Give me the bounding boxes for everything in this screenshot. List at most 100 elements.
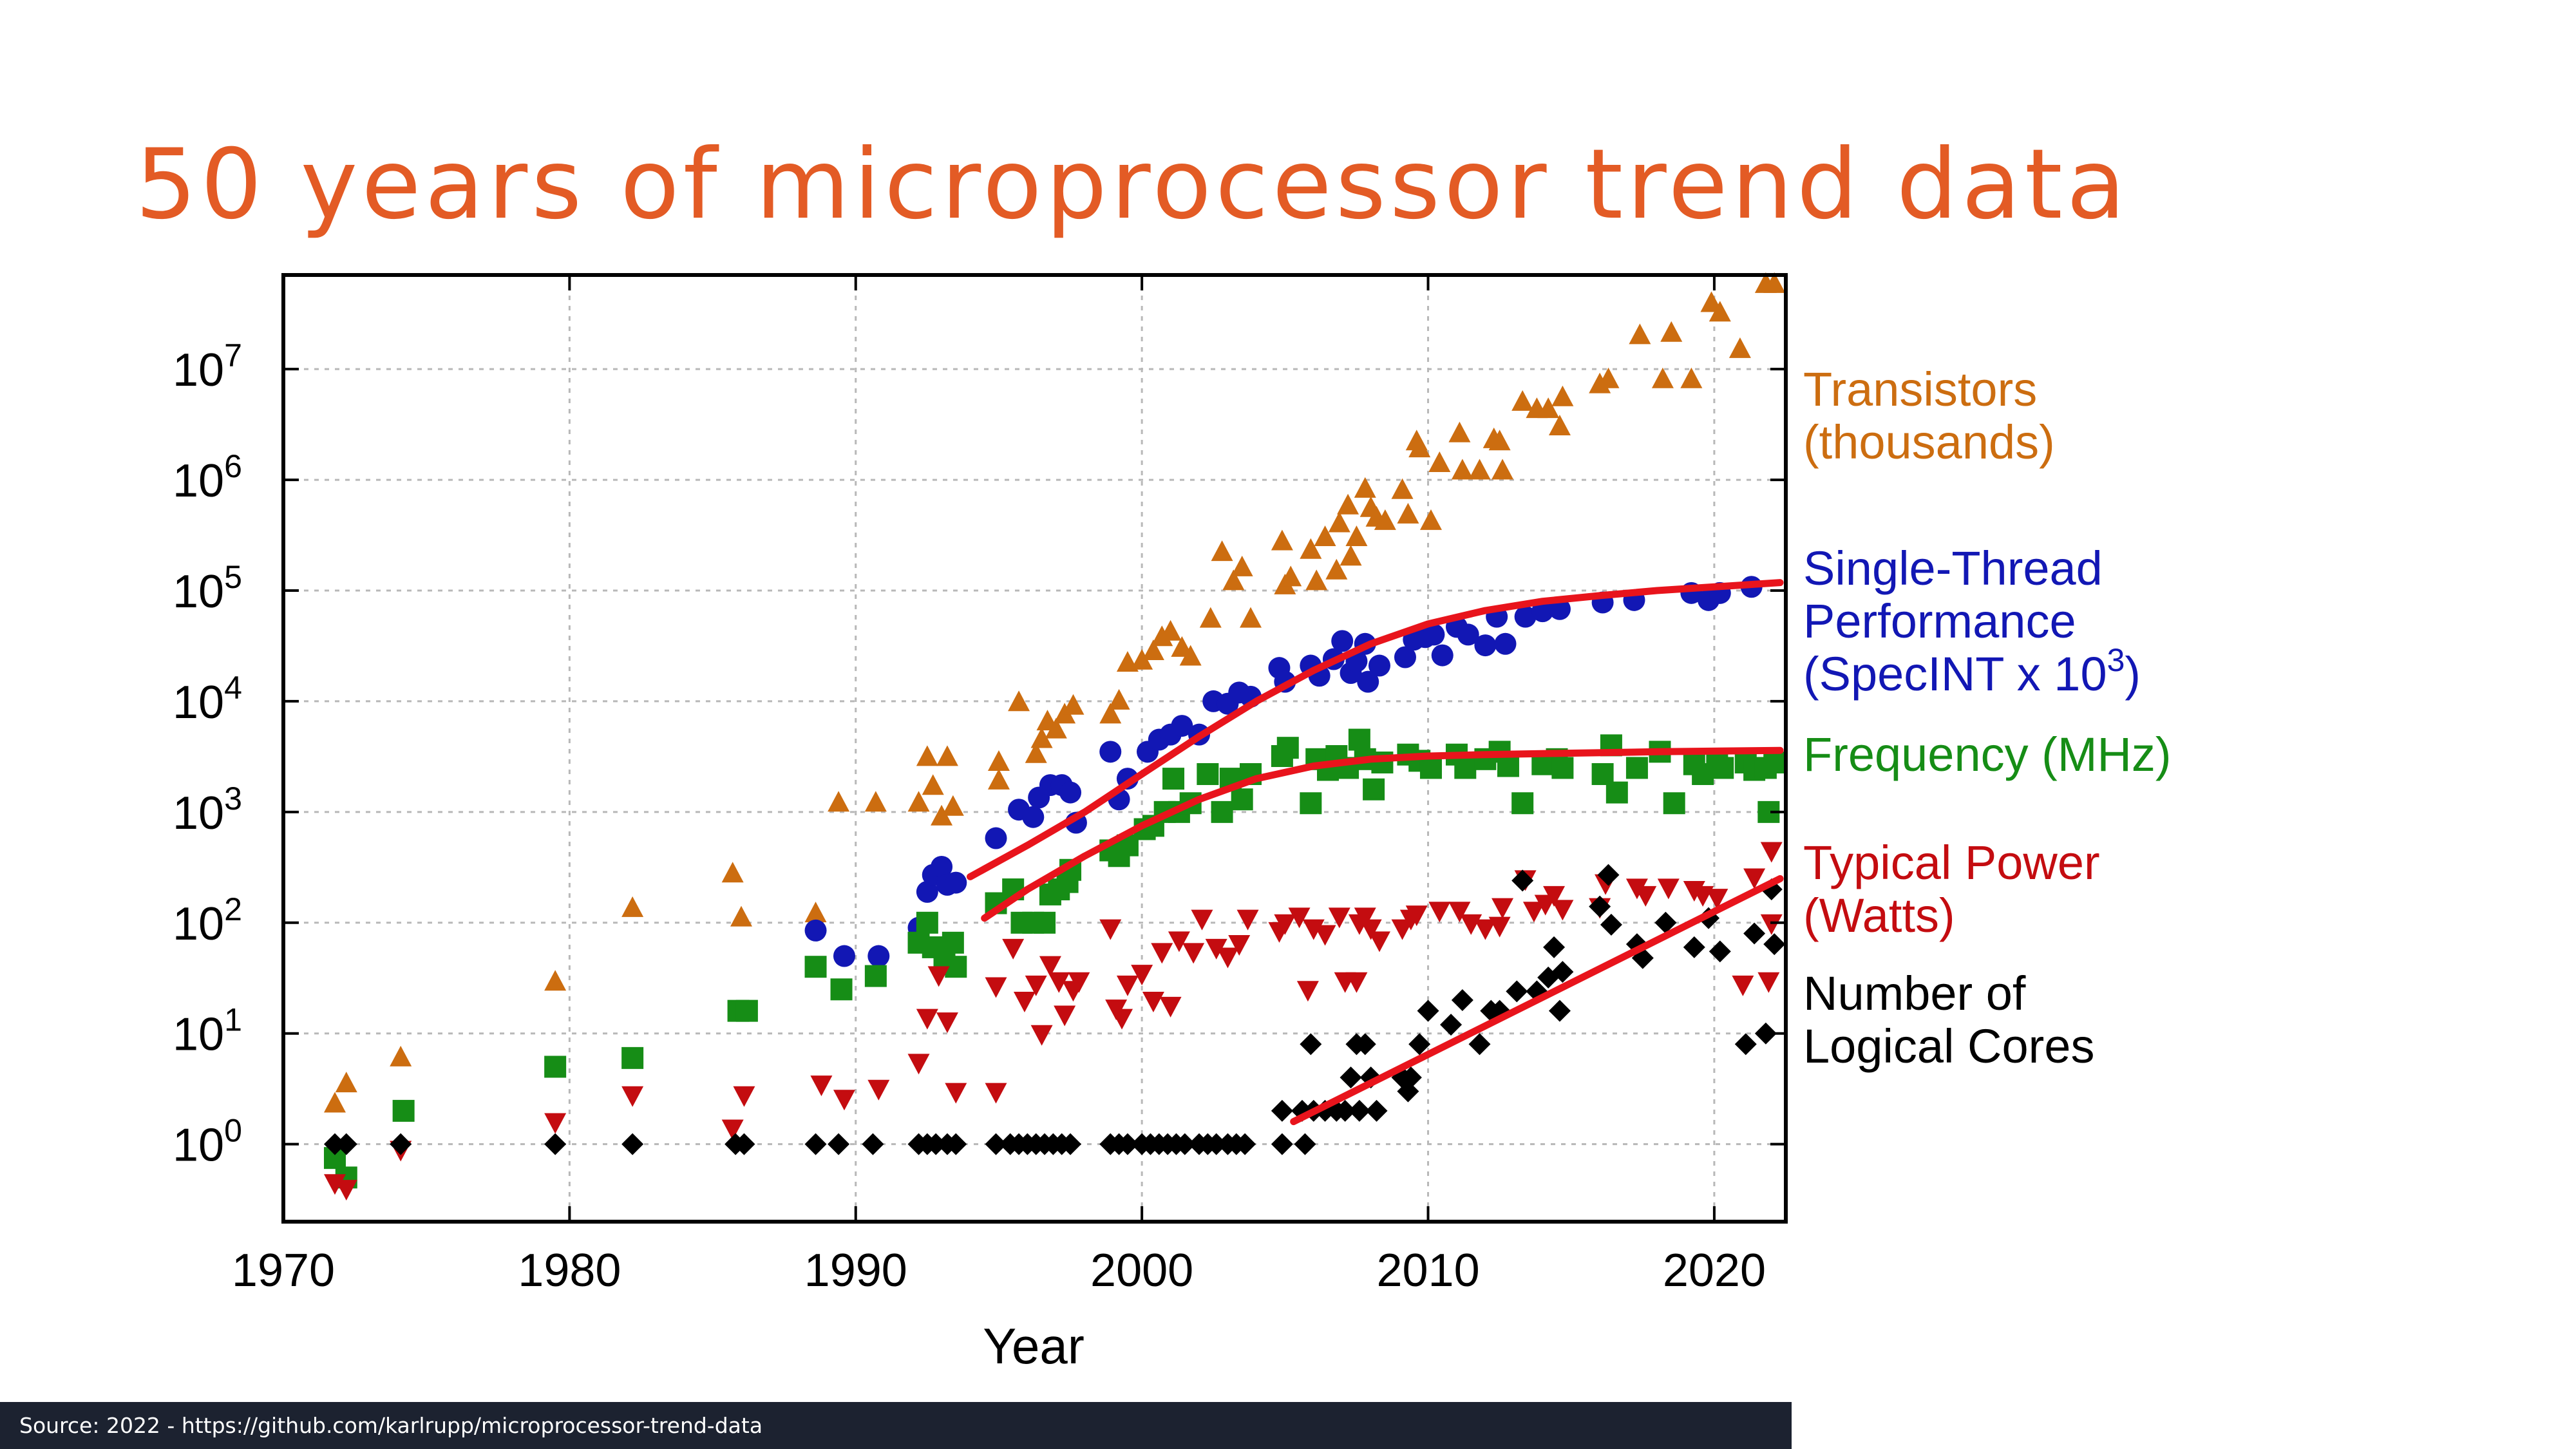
typical-power-watts-point	[733, 1086, 755, 1107]
number-of-logical-cores-point	[1340, 1066, 1362, 1089]
single-thread-performance-specint-x-10-point	[931, 855, 953, 878]
transistors-thousands-point	[1142, 639, 1164, 661]
series-typical-power-watts	[323, 842, 1783, 1201]
transistors-thousands-point	[1419, 509, 1442, 530]
transistors-thousands-point	[1045, 717, 1067, 739]
y-tick-base: 10	[173, 455, 224, 507]
typical-power-watts-point	[1002, 938, 1025, 960]
number-of-logical-cores-point	[733, 1133, 755, 1155]
y-tick-base: 10	[173, 898, 224, 950]
number-of-logical-cores-point	[1365, 1099, 1388, 1122]
legend-text: Logical Cores	[1803, 1019, 2094, 1073]
typical-power-watts-point	[1474, 919, 1497, 940]
frequency-mhz-point	[1511, 792, 1534, 815]
transistors-thousands-point	[1492, 459, 1514, 480]
number-of-logical-cores-point	[1548, 999, 1571, 1022]
frequency-mhz-point	[1197, 762, 1219, 785]
frequency-mhz-point	[1625, 757, 1648, 779]
number-of-logical-cores-point	[1408, 1033, 1431, 1056]
legend-exponent: 3	[2107, 642, 2125, 678]
typical-power-watts-point	[323, 1174, 346, 1195]
number-of-logical-cores-point	[1234, 1133, 1256, 1155]
legend-text-part: (thousands)	[1803, 415, 2055, 469]
frequency-mhz-point	[804, 956, 827, 978]
frequency-mhz-point	[1363, 778, 1385, 800]
transistors-thousands-point	[1108, 688, 1130, 710]
legend: Transistors(thousands) Single-ThreadPerfo…	[1803, 363, 2172, 1073]
legend-text-part: Single-Thread	[1803, 542, 2103, 595]
typical-power-watts-point	[1182, 943, 1205, 964]
single-thread-performance-specint-x-10-point	[1494, 632, 1517, 655]
transistors-thousands-point	[1062, 694, 1084, 715]
frequency-fit-line	[981, 746, 1784, 922]
single-thread-performance-specint-x-10-point	[1099, 741, 1122, 763]
y-tick-label: 101	[173, 1002, 242, 1061]
typical-power-watts-point	[1634, 886, 1657, 907]
typical-power-watts-point	[1205, 938, 1227, 960]
typical-power-watts-point	[1314, 925, 1336, 946]
grid	[283, 275, 1786, 1222]
frequency-mhz-point	[1712, 757, 1734, 779]
single-thread-performance-specint-x-10-point	[1022, 806, 1045, 828]
frequency-mhz-point	[916, 911, 938, 934]
transistors-thousands-point	[1448, 421, 1471, 442]
transistors-thousands-point	[1179, 645, 1202, 666]
transistors-thousands-point	[987, 768, 1010, 790]
typical-power-watts-point	[1296, 981, 1319, 1002]
slide-title: 50 years of microprocessor trend data	[135, 129, 2130, 241]
legend-text: (Watts)	[1803, 889, 1955, 942]
y-tick-base: 10	[173, 1009, 224, 1061]
frequency-mhz-point	[942, 931, 964, 954]
frequency-mhz-point	[621, 1046, 644, 1069]
typical-power-watts-point	[1760, 914, 1783, 935]
number-of-logical-cores-point	[1597, 864, 1620, 886]
y-tick-label: 107	[173, 337, 242, 396]
x-tick-label: 2020	[1663, 1245, 1766, 1296]
transistors-thousands-point	[916, 745, 938, 766]
legend-text-part: Number of	[1803, 967, 2026, 1020]
single-thread-performance-specint-x-10-point	[1368, 654, 1390, 677]
transistors-thousands-point	[1325, 558, 1348, 580]
legend-transistors: Transistors(thousands)	[1803, 363, 2055, 469]
frequency-mhz-point	[1276, 737, 1299, 759]
transistors-thousands-point	[1763, 272, 1786, 293]
typical-power-watts-point	[1368, 931, 1390, 952]
transistors-thousands-point	[1151, 625, 1173, 647]
number-of-logical-cores-point	[1205, 1133, 1227, 1155]
number-of-logical-cores-point	[1743, 922, 1766, 945]
number-of-logical-cores-point	[1440, 1014, 1463, 1036]
frequency-mhz-point	[1348, 728, 1370, 751]
typical-power-watts-point	[985, 977, 1007, 998]
single-thread-performance-specint-x-10-point	[833, 945, 855, 967]
legend-text-part: Frequency (MHz)	[1803, 728, 2172, 781]
transistors-thousands-point	[1551, 385, 1574, 406]
number-of-logical-cores-point	[1397, 1080, 1419, 1103]
transistors-thousands-point	[1008, 690, 1030, 712]
typical-power-watts-point	[1354, 907, 1376, 929]
y-tick-exponent: 1	[224, 1002, 242, 1038]
number-of-logical-cores-point	[1511, 869, 1534, 892]
transistors-thousands-point	[804, 902, 827, 923]
number-of-logical-cores-point	[335, 1133, 357, 1155]
single-thread-performance-specint-x-10-point	[985, 827, 1007, 849]
typical-power-watts-point	[721, 1119, 744, 1141]
single-thread-performance-specint-x-10-point	[916, 880, 938, 903]
y-tick-exponent: 3	[224, 781, 242, 817]
number-of-logical-cores-point	[1468, 1033, 1491, 1056]
data-series	[323, 272, 1786, 1201]
legend-text-part: Performance	[1803, 594, 2076, 648]
single-thread-performance-specint-x-10-point	[1531, 600, 1554, 623]
typical-power-watts-point	[927, 966, 950, 987]
typical-power-watts-point	[1131, 965, 1153, 986]
number-of-logical-cores-point	[1543, 936, 1566, 958]
typical-power-watts-point	[867, 1079, 890, 1101]
single-thread-performance-specint-x-10-point	[1171, 715, 1193, 737]
transistors-thousands-point	[987, 750, 1010, 771]
transistors-thousands-point	[907, 791, 930, 812]
frequency-mhz-point	[1497, 755, 1519, 777]
single-thread-performance-specint-x-10-point	[1431, 644, 1454, 667]
typical-power-watts-point	[907, 1054, 930, 1075]
number-of-logical-cores-point	[925, 1133, 947, 1155]
transistors-thousands-point	[1030, 727, 1053, 748]
legend-frequency-mhz: Frequency (MHz)	[1803, 728, 2172, 781]
